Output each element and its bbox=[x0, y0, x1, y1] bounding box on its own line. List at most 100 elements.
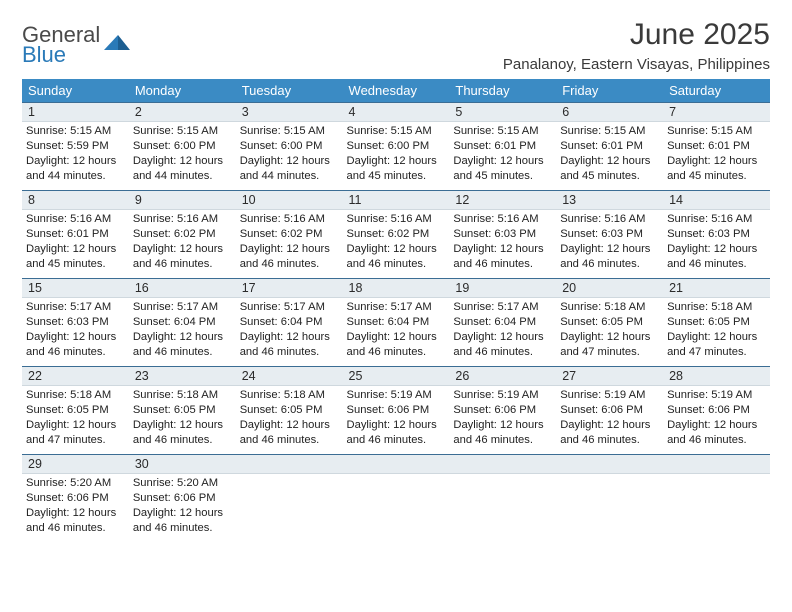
empty-day-header bbox=[236, 454, 343, 474]
sunset-line: Sunset: 6:03 PM bbox=[453, 227, 552, 242]
calendar-cell: 2Sunrise: 5:15 AMSunset: 6:00 PMDaylight… bbox=[129, 102, 236, 190]
day-number: 17 bbox=[236, 278, 343, 298]
sunrise-line: Sunrise: 5:16 AM bbox=[26, 212, 125, 227]
sunrise-line: Sunrise: 5:15 AM bbox=[453, 124, 552, 139]
sunset-line: Sunset: 6:05 PM bbox=[667, 315, 766, 330]
daylight-line: Daylight: 12 hours and 46 minutes. bbox=[26, 506, 125, 536]
daylight-line: Daylight: 12 hours and 45 minutes. bbox=[560, 154, 659, 184]
day-details: Sunrise: 5:18 AMSunset: 6:05 PMDaylight:… bbox=[663, 298, 770, 364]
day-number: 24 bbox=[236, 366, 343, 386]
day-details: Sunrise: 5:16 AMSunset: 6:03 PMDaylight:… bbox=[556, 210, 663, 276]
day-number: 30 bbox=[129, 454, 236, 474]
day-details: Sunrise: 5:19 AMSunset: 6:06 PMDaylight:… bbox=[343, 386, 450, 452]
logo-mark-icon bbox=[104, 32, 132, 59]
daylight-line: Daylight: 12 hours and 44 minutes. bbox=[133, 154, 232, 184]
daylight-line: Daylight: 12 hours and 44 minutes. bbox=[26, 154, 125, 184]
daylight-line: Daylight: 12 hours and 45 minutes. bbox=[347, 154, 446, 184]
calendar-cell: 9Sunrise: 5:16 AMSunset: 6:02 PMDaylight… bbox=[129, 190, 236, 278]
sunset-line: Sunset: 6:03 PM bbox=[560, 227, 659, 242]
sunset-line: Sunset: 6:04 PM bbox=[347, 315, 446, 330]
sunrise-line: Sunrise: 5:18 AM bbox=[133, 388, 232, 403]
sunrise-line: Sunrise: 5:17 AM bbox=[26, 300, 125, 315]
day-number: 14 bbox=[663, 190, 770, 210]
sunrise-line: Sunrise: 5:16 AM bbox=[667, 212, 766, 227]
sunset-line: Sunset: 6:04 PM bbox=[453, 315, 552, 330]
sunrise-line: Sunrise: 5:17 AM bbox=[240, 300, 339, 315]
sunset-line: Sunset: 6:05 PM bbox=[133, 403, 232, 418]
sunset-line: Sunset: 6:00 PM bbox=[347, 139, 446, 154]
calendar-row: 22Sunrise: 5:18 AMSunset: 6:05 PMDayligh… bbox=[22, 366, 770, 454]
sunrise-line: Sunrise: 5:19 AM bbox=[453, 388, 552, 403]
sunrise-line: Sunrise: 5:16 AM bbox=[453, 212, 552, 227]
daylight-line: Daylight: 12 hours and 46 minutes. bbox=[133, 506, 232, 536]
day-details: Sunrise: 5:17 AMSunset: 6:04 PMDaylight:… bbox=[236, 298, 343, 364]
sunset-line: Sunset: 6:01 PM bbox=[453, 139, 552, 154]
calendar-cell: 21Sunrise: 5:18 AMSunset: 6:05 PMDayligh… bbox=[663, 278, 770, 366]
sunset-line: Sunset: 6:05 PM bbox=[240, 403, 339, 418]
calendar-body: 1Sunrise: 5:15 AMSunset: 5:59 PMDaylight… bbox=[22, 102, 770, 542]
sunrise-line: Sunrise: 5:19 AM bbox=[347, 388, 446, 403]
day-details: Sunrise: 5:15 AMSunset: 6:01 PMDaylight:… bbox=[663, 122, 770, 188]
daylight-line: Daylight: 12 hours and 45 minutes. bbox=[26, 242, 125, 272]
calendar-cell: 6Sunrise: 5:15 AMSunset: 6:01 PMDaylight… bbox=[556, 102, 663, 190]
daylight-line: Daylight: 12 hours and 46 minutes. bbox=[453, 330, 552, 360]
calendar-cell: 28Sunrise: 5:19 AMSunset: 6:06 PMDayligh… bbox=[663, 366, 770, 454]
sunset-line: Sunset: 6:04 PM bbox=[133, 315, 232, 330]
page: General Blue June 2025 Panalanoy, Easter… bbox=[0, 0, 792, 552]
calendar-head: SundayMondayTuesdayWednesdayThursdayFrid… bbox=[22, 79, 770, 102]
day-number: 12 bbox=[449, 190, 556, 210]
calendar-cell: 1 Sunrise: 5:15 AMSunset: 5:59 PMDaylight… bbox=[22, 102, 129, 190]
day-details: Sunrise: 5:17 AMSunset: 6:04 PMDaylight:… bbox=[449, 298, 556, 364]
calendar-cell: 10Sunrise: 5:16 AMSunset: 6:02 PMDayligh… bbox=[236, 190, 343, 278]
day-number: 1 bbox=[22, 102, 129, 122]
calendar-row: 8Sunrise: 5:16 AMSunset: 6:01 PMDaylight… bbox=[22, 190, 770, 278]
day-number: 23 bbox=[129, 366, 236, 386]
month-title: June 2025 bbox=[503, 18, 770, 52]
day-details: Sunrise: 5:15 AMSunset: 6:00 PMDaylight:… bbox=[129, 122, 236, 188]
location-text: Panalanoy, Eastern Visayas, Philippines bbox=[503, 56, 770, 73]
daylight-line: Daylight: 12 hours and 46 minutes. bbox=[26, 330, 125, 360]
sunrise-line: Sunrise: 5:17 AM bbox=[347, 300, 446, 315]
calendar-cell: 3Sunrise: 5:15 AMSunset: 6:00 PMDaylight… bbox=[236, 102, 343, 190]
day-number: 19 bbox=[449, 278, 556, 298]
day-details: Sunrise: 5:18 AMSunset: 6:05 PMDaylight:… bbox=[129, 386, 236, 452]
sunrise-line: Sunrise: 5:20 AM bbox=[26, 476, 125, 491]
sunrise-line: Sunrise: 5:18 AM bbox=[26, 388, 125, 403]
calendar-cell: 13Sunrise: 5:16 AMSunset: 6:03 PMDayligh… bbox=[556, 190, 663, 278]
day-details: Sunrise: 5:19 AMSunset: 6:06 PMDaylight:… bbox=[449, 386, 556, 452]
header: General Blue June 2025 Panalanoy, Easter… bbox=[22, 18, 770, 73]
calendar-cell: 16Sunrise: 5:17 AMSunset: 6:04 PMDayligh… bbox=[129, 278, 236, 366]
day-details: Sunrise: 5:15 AMSunset: 6:01 PMDaylight:… bbox=[449, 122, 556, 188]
daylight-line: Daylight: 12 hours and 45 minutes. bbox=[453, 154, 552, 184]
sunset-line: Sunset: 5:59 PM bbox=[26, 139, 125, 154]
day-number: 3 bbox=[236, 102, 343, 122]
weekday-header-row: SundayMondayTuesdayWednesdayThursdayFrid… bbox=[22, 79, 770, 102]
calendar-cell: 22Sunrise: 5:18 AMSunset: 6:05 PMDayligh… bbox=[22, 366, 129, 454]
calendar-cell: 5Sunrise: 5:15 AMSunset: 6:01 PMDaylight… bbox=[449, 102, 556, 190]
calendar-cell: 7Sunrise: 5:15 AMSunset: 6:01 PMDaylight… bbox=[663, 102, 770, 190]
daylight-line: Daylight: 12 hours and 46 minutes. bbox=[453, 242, 552, 272]
weekday-header: Tuesday bbox=[236, 79, 343, 102]
calendar-cell bbox=[556, 454, 663, 542]
weekday-header: Saturday bbox=[663, 79, 770, 102]
day-details: Sunrise: 5:15 AMSunset: 6:00 PMDaylight:… bbox=[343, 122, 450, 188]
day-number: 2 bbox=[129, 102, 236, 122]
daylight-line: Daylight: 12 hours and 44 minutes. bbox=[240, 154, 339, 184]
sunset-line: Sunset: 6:06 PM bbox=[667, 403, 766, 418]
sunrise-line: Sunrise: 5:16 AM bbox=[347, 212, 446, 227]
day-number: 10 bbox=[236, 190, 343, 210]
calendar-cell: 23Sunrise: 5:18 AMSunset: 6:05 PMDayligh… bbox=[129, 366, 236, 454]
sunrise-line: Sunrise: 5:15 AM bbox=[26, 124, 125, 139]
day-number: 9 bbox=[129, 190, 236, 210]
daylight-line: Daylight: 12 hours and 46 minutes. bbox=[133, 242, 232, 272]
day-details: Sunrise: 5:16 AMSunset: 6:02 PMDaylight:… bbox=[236, 210, 343, 276]
day-number: 21 bbox=[663, 278, 770, 298]
day-details: Sunrise: 5:18 AMSunset: 6:05 PMDaylight:… bbox=[22, 386, 129, 452]
day-details: Sunrise: 5:16 AMSunset: 6:03 PMDaylight:… bbox=[663, 210, 770, 276]
sunset-line: Sunset: 6:06 PM bbox=[133, 491, 232, 506]
sunset-line: Sunset: 6:03 PM bbox=[667, 227, 766, 242]
day-number: 25 bbox=[343, 366, 450, 386]
sunset-line: Sunset: 6:06 PM bbox=[453, 403, 552, 418]
daylight-line: Daylight: 12 hours and 46 minutes. bbox=[453, 418, 552, 448]
day-number: 13 bbox=[556, 190, 663, 210]
